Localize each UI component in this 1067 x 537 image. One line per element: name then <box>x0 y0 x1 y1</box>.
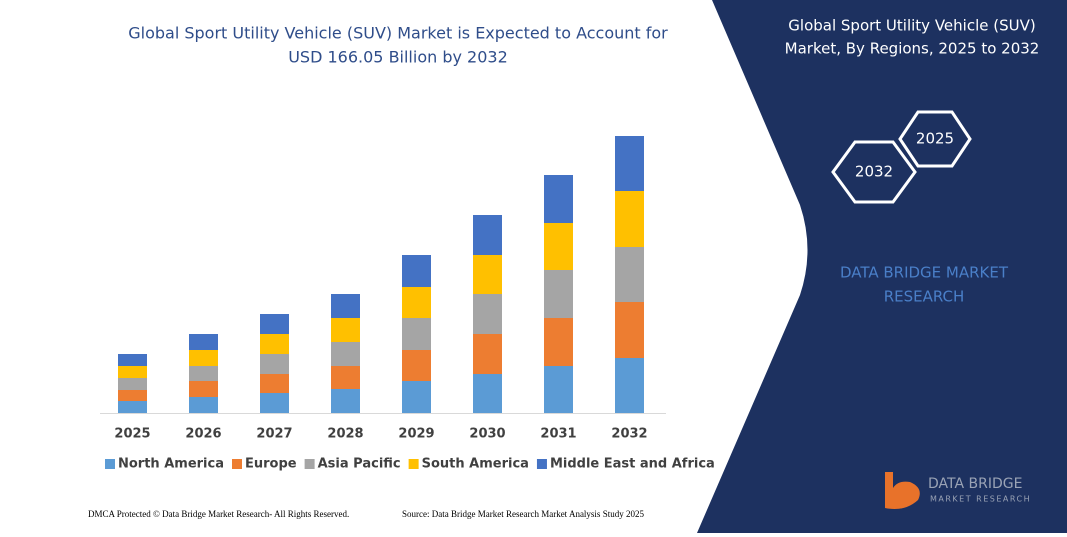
bar-segment <box>615 191 644 247</box>
bar-segment <box>260 354 289 374</box>
bar-segment <box>615 358 644 413</box>
legend-swatch <box>105 459 115 469</box>
x-tick-label: 2027 <box>256 427 292 442</box>
legend-label: Middle East and Africa <box>550 457 715 472</box>
x-tick-label: 2025 <box>114 427 150 442</box>
legend-swatch <box>304 459 315 469</box>
hexagon <box>898 110 972 168</box>
legend-swatch <box>232 459 242 469</box>
hexagon <box>831 140 917 204</box>
brand-text: DATA BRIDGE MARKET <box>840 264 1009 282</box>
bar-segment <box>615 302 644 358</box>
bar-segment <box>118 378 147 390</box>
legend-label: Europe <box>245 457 297 472</box>
legend-swatch <box>408 459 419 469</box>
x-tick-label: 2031 <box>540 427 576 442</box>
x-tick-label: 2032 <box>611 427 647 442</box>
footer-left: DMCA Protected © Data Bridge Market Rese… <box>88 509 349 519</box>
bar-segment <box>189 397 218 413</box>
bar-segment <box>544 223 573 270</box>
bar-segment <box>473 374 502 413</box>
bar-segment <box>118 390 147 401</box>
chart-title: USD 166.05 Billion by 2032 <box>288 48 508 67</box>
bar-segment <box>118 366 147 378</box>
bar-segment <box>260 334 289 354</box>
footer-right: Source: Data Bridge Market Research Mark… <box>402 509 644 519</box>
bar-segment <box>615 136 644 191</box>
bar-segment <box>331 294 360 318</box>
hexagon-label: 2032 <box>855 163 893 181</box>
x-tick-label: 2029 <box>398 427 434 442</box>
logo: DATA BRIDGE MARKET RESEARCH <box>885 472 1031 509</box>
logo-name: DATA BRIDGE <box>928 476 1022 492</box>
bar-segment <box>118 401 147 413</box>
bar-segment <box>544 318 573 366</box>
bar-segment <box>544 366 573 413</box>
bar-segment <box>331 389 360 413</box>
bar-segment <box>402 350 431 381</box>
bar-segment <box>260 314 289 334</box>
bar-segment <box>331 342 360 366</box>
bar-segment <box>402 287 431 318</box>
legend-label: Asia Pacific <box>318 457 401 472</box>
panel-title: Market, By Regions, 2025 to 2032 <box>785 40 1040 58</box>
bar-segment <box>402 318 431 350</box>
bar-segment <box>189 381 218 397</box>
bar-segment <box>402 255 431 287</box>
legend-swatch <box>536 459 547 469</box>
x-tick-label: 2026 <box>185 427 221 442</box>
bar-segment <box>544 175 573 223</box>
bar-segment <box>260 374 289 393</box>
bar-segment <box>189 366 218 381</box>
bar-segment <box>189 350 218 366</box>
chart-title: Global Sport Utility Vehicle (SUV) Marke… <box>128 24 668 43</box>
side-panel <box>697 0 1067 533</box>
bar-segment <box>473 294 502 334</box>
bar-segment <box>473 334 502 374</box>
logo-tagline: MARKET RESEARCH <box>930 495 1031 504</box>
panel-title: Global Sport Utility Vehicle (SUV) <box>788 17 1035 35</box>
x-tick-label: 2028 <box>327 427 363 442</box>
bar-segment <box>544 270 573 318</box>
bar-segment <box>118 354 147 366</box>
x-tick-label: 2030 <box>469 427 505 442</box>
legend-label: North America <box>118 457 224 472</box>
bar-segment <box>189 334 218 350</box>
logo-mark <box>885 472 920 509</box>
bar-segment <box>260 393 289 413</box>
legend-label: South America <box>422 457 529 472</box>
bar-segment <box>473 215 502 255</box>
bar-segment <box>331 318 360 342</box>
bar-segment <box>615 247 644 302</box>
bar-segment <box>331 366 360 389</box>
brand-text: RESEARCH <box>884 288 965 306</box>
bar-segment <box>402 381 431 413</box>
hexagon-label: 2025 <box>916 130 954 148</box>
bar-segment <box>473 255 502 294</box>
